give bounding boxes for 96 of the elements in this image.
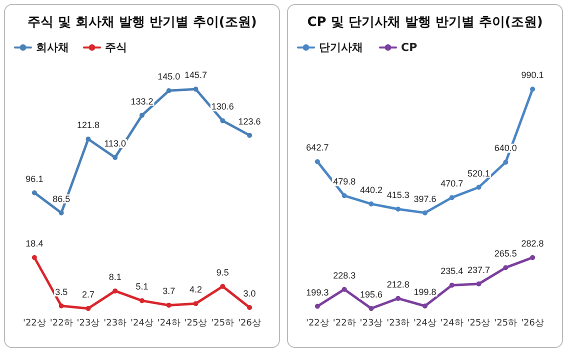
data-label: 199.3 bbox=[306, 287, 329, 298]
data-label: 3.0 bbox=[243, 288, 256, 298]
point bbox=[503, 160, 508, 165]
x-tick-label: '23하 bbox=[104, 318, 127, 328]
data-label: 123.6 bbox=[238, 116, 261, 126]
point bbox=[58, 210, 64, 216]
data-label: 130.6 bbox=[211, 102, 234, 112]
point bbox=[86, 136, 91, 142]
point bbox=[140, 298, 144, 304]
legend-label: CP bbox=[401, 41, 418, 54]
x-tick-label: '22하 bbox=[50, 318, 73, 328]
x-tick-label: '25상 bbox=[184, 318, 208, 328]
data-label: 212.8 bbox=[386, 279, 410, 290]
point bbox=[342, 286, 347, 292]
x-tick-label: '24하 bbox=[440, 318, 464, 328]
x-tick-label: '26상 bbox=[238, 318, 262, 328]
data-label: 133.2 bbox=[130, 96, 154, 106]
point bbox=[247, 304, 252, 310]
point bbox=[220, 284, 226, 289]
data-label: 113.0 bbox=[104, 138, 126, 148]
x-tick-label: '25상 bbox=[467, 318, 490, 328]
point bbox=[193, 86, 198, 92]
x-tick-label: '24하 bbox=[157, 318, 180, 328]
point bbox=[422, 210, 428, 216]
point bbox=[140, 112, 144, 118]
point bbox=[314, 159, 320, 164]
point bbox=[220, 118, 226, 124]
data-label: 990.1 bbox=[521, 70, 544, 80]
point bbox=[86, 306, 91, 311]
point bbox=[342, 193, 347, 198]
point bbox=[503, 265, 508, 270]
x-tick-label: '25하 bbox=[211, 318, 234, 328]
data-label: 3.7 bbox=[162, 286, 176, 296]
point bbox=[449, 195, 454, 200]
data-label: 9.5 bbox=[216, 267, 229, 278]
chart-title: 주식 및 회사채 발행 반기별 추이(조원) bbox=[27, 15, 257, 30]
x-tick-label: '25하 bbox=[494, 318, 518, 328]
legend-label: 단기사채 bbox=[319, 41, 363, 54]
x-tick-label: '22상 bbox=[22, 318, 46, 328]
data-label: 228.3 bbox=[333, 270, 356, 280]
data-label: 121.8 bbox=[76, 120, 100, 130]
point bbox=[58, 303, 64, 308]
data-label: 440.2 bbox=[360, 184, 382, 195]
data-label: 5.1 bbox=[136, 282, 148, 292]
data-label: 3.5 bbox=[55, 286, 68, 297]
data-label: 96.1 bbox=[26, 174, 44, 184]
point bbox=[449, 282, 454, 288]
point bbox=[32, 190, 37, 196]
data-label: 470.7 bbox=[440, 178, 464, 189]
point bbox=[368, 306, 374, 311]
point bbox=[396, 206, 401, 212]
x-tick-label: '23하 bbox=[386, 318, 410, 328]
data-label: 199.8 bbox=[414, 287, 436, 298]
data-label: 4.2 bbox=[190, 284, 202, 295]
point bbox=[166, 88, 172, 94]
point bbox=[530, 86, 536, 92]
data-label: 642.7 bbox=[306, 142, 329, 153]
point bbox=[476, 281, 482, 286]
data-label: 397.6 bbox=[414, 194, 436, 204]
data-label: 18.4 bbox=[26, 238, 44, 249]
point bbox=[32, 255, 37, 260]
x-tick-label: '22상 bbox=[306, 318, 329, 328]
legend-label: 회사채 bbox=[36, 41, 69, 54]
data-label: 640.0 bbox=[494, 143, 517, 154]
data-label: 265.5 bbox=[494, 248, 517, 259]
x-tick-label: '23상 bbox=[360, 318, 383, 328]
point bbox=[314, 304, 320, 309]
data-label: 145.7 bbox=[184, 70, 208, 80]
x-tick-label: '24상 bbox=[130, 318, 154, 328]
point bbox=[422, 304, 428, 308]
data-label: 145.0 bbox=[158, 72, 180, 82]
point bbox=[112, 288, 118, 294]
point bbox=[476, 184, 482, 190]
point bbox=[530, 255, 536, 260]
x-tick-label: '24상 bbox=[414, 318, 436, 328]
point bbox=[166, 302, 172, 308]
data-label: 479.8 bbox=[333, 176, 356, 187]
data-label: 86.5 bbox=[52, 194, 70, 204]
data-label: 415.3 bbox=[386, 190, 410, 200]
x-tick-label: '23상 bbox=[76, 318, 100, 328]
data-label: 195.6 bbox=[360, 289, 382, 300]
x-tick-label: '26상 bbox=[521, 318, 544, 328]
data-label: 235.4 bbox=[440, 266, 464, 276]
chart-title: CP 및 단기사채 발행 반기별 추이(조원) bbox=[307, 15, 543, 30]
x-tick-label: '22하 bbox=[332, 318, 356, 328]
legend-label: 주식 bbox=[105, 41, 127, 54]
point bbox=[112, 154, 118, 160]
data-label: 2.7 bbox=[82, 289, 94, 300]
data-label: 8.1 bbox=[108, 272, 122, 282]
point bbox=[396, 296, 401, 301]
data-label: 282.8 bbox=[521, 238, 544, 249]
point bbox=[193, 301, 198, 306]
data-label: 237.7 bbox=[468, 264, 490, 275]
point bbox=[368, 201, 374, 206]
point bbox=[247, 132, 252, 138]
data-label: 520.1 bbox=[468, 168, 490, 178]
